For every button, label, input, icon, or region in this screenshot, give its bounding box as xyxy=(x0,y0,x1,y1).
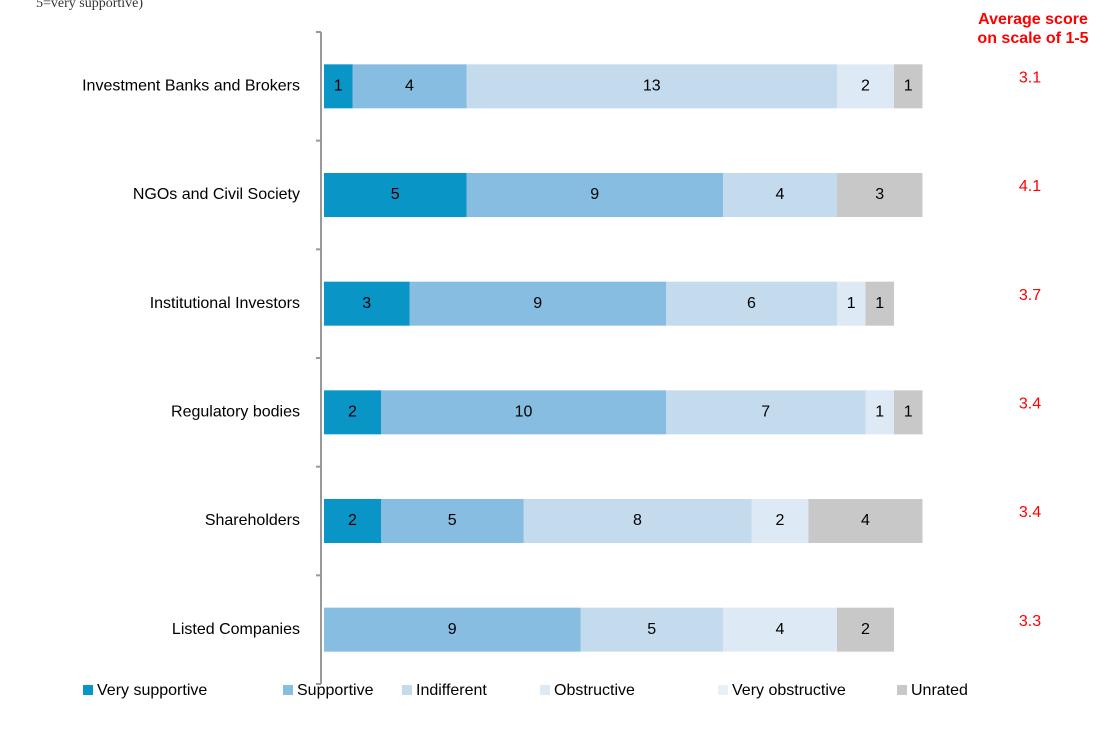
legend-swatch xyxy=(283,685,293,695)
data-label: 13 xyxy=(643,78,661,95)
score-header: on scale of 1-5 xyxy=(977,30,1088,47)
legend-swatch xyxy=(897,685,907,695)
data-label: 1 xyxy=(847,295,856,312)
legend-swatch xyxy=(540,685,550,695)
data-label: 5 xyxy=(448,512,457,529)
data-label: 1 xyxy=(875,295,884,312)
y-tick-label: Regulatory bodies xyxy=(171,404,300,421)
bar-segment xyxy=(523,499,752,543)
average-score: 4.1 xyxy=(1019,178,1041,195)
bar-segment xyxy=(324,607,581,652)
bar-segment xyxy=(324,390,381,435)
data-label: 2 xyxy=(861,621,870,638)
data-label: 9 xyxy=(448,621,457,638)
bar-segment xyxy=(466,64,837,109)
average-score: 3.7 xyxy=(1019,287,1041,304)
y-tick-label: NGOs and Civil Society xyxy=(133,186,300,203)
data-label: 7 xyxy=(761,404,770,421)
legend-label: Obstructive xyxy=(554,682,635,699)
data-label: 2 xyxy=(348,404,357,421)
bar-segment xyxy=(324,499,381,543)
y-tick-label: Shareholders xyxy=(205,512,300,529)
bar-segment xyxy=(324,64,353,109)
bar-segment xyxy=(837,64,894,109)
bar-segment xyxy=(894,64,923,109)
bar-segment xyxy=(723,173,837,217)
bar-segment xyxy=(723,607,837,652)
bar-segment xyxy=(837,281,866,326)
bar-segment xyxy=(324,281,410,326)
bar-segment xyxy=(894,390,923,435)
legend-label: Unrated xyxy=(911,682,968,699)
bar-segment xyxy=(381,499,524,543)
legend-label: Indifferent xyxy=(416,682,487,699)
data-label: 4 xyxy=(776,621,785,638)
y-tick-label: Institutional Investors xyxy=(150,295,300,312)
data-label: 3 xyxy=(875,186,884,203)
y-tick-label: Listed Companies xyxy=(172,621,300,638)
data-label: 1 xyxy=(904,78,913,95)
average-score: 3.4 xyxy=(1019,396,1041,413)
bar-segment xyxy=(409,281,666,326)
bar-segment xyxy=(751,499,809,543)
data-label: 2 xyxy=(776,512,785,529)
data-label: 2 xyxy=(861,78,870,95)
bar-segment xyxy=(837,607,894,652)
bar-segment xyxy=(837,173,923,217)
bar-segment xyxy=(352,64,467,109)
bar-segment xyxy=(381,390,666,435)
data-label: 1 xyxy=(875,404,884,421)
legend-swatch xyxy=(402,685,412,695)
data-label: 3 xyxy=(362,295,371,312)
bar-segment xyxy=(466,173,723,217)
bar-segment xyxy=(666,390,866,435)
bar-segment xyxy=(865,390,894,435)
score-header: Average score xyxy=(978,11,1088,28)
bar-segment xyxy=(865,281,894,326)
average-score: 3.3 xyxy=(1019,613,1041,630)
data-label: 9 xyxy=(533,295,542,312)
data-label: 10 xyxy=(515,404,533,421)
data-label: 5 xyxy=(391,186,400,203)
average-score: 3.1 xyxy=(1019,70,1041,87)
bar-segment xyxy=(666,281,837,326)
legend-swatch xyxy=(718,685,728,695)
data-label: 4 xyxy=(776,186,785,203)
bar-segment xyxy=(808,499,923,543)
subtitle: 5=very supportive) xyxy=(36,0,143,11)
legend-label: Very obstructive xyxy=(732,682,846,699)
legend-swatch xyxy=(83,685,93,695)
y-tick-label: Investment Banks and Brokers xyxy=(82,78,300,95)
legend-label: Supportive xyxy=(297,682,374,699)
data-label: 1 xyxy=(334,78,343,95)
average-score: 3.4 xyxy=(1019,504,1041,521)
data-label: 5 xyxy=(647,621,656,638)
bar-segment xyxy=(580,607,723,652)
data-label: 4 xyxy=(861,512,870,529)
data-label: 6 xyxy=(747,295,756,312)
data-label: 9 xyxy=(590,186,599,203)
data-label: 4 xyxy=(405,78,414,95)
bar-segment xyxy=(324,173,467,217)
data-label: 2 xyxy=(348,512,357,529)
legend-label: Very supportive xyxy=(97,682,207,699)
data-label: 1 xyxy=(904,404,913,421)
data-label: 8 xyxy=(633,512,642,529)
